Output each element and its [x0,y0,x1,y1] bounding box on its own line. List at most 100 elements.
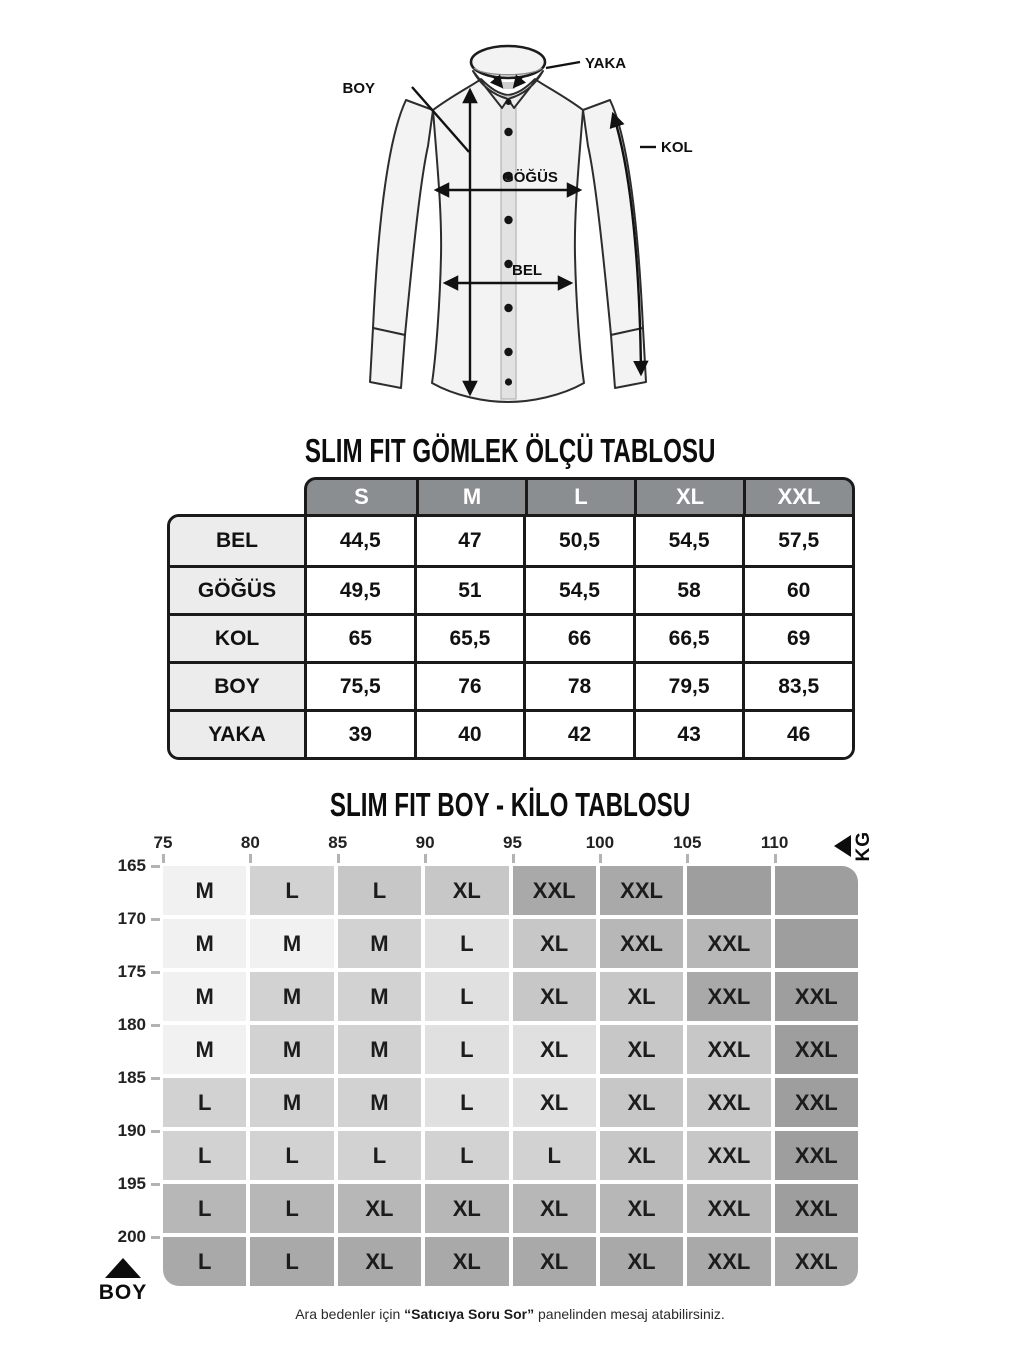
kg-tick-mark [424,854,428,863]
matrix-cell: L [425,1025,509,1074]
boy-tick-label: 190 [117,1121,146,1140]
matrix-cell: XXL [687,1237,771,1286]
table-cell: 39 [304,709,414,757]
matrix-cell: M [250,1078,334,1127]
matrix-cell: XL [599,1184,684,1233]
boy-tick-mark [151,1183,160,1186]
kg-arrow-left-icon [834,835,851,858]
size-table-title-text: SLIM FIT GÖMLEK ÖLÇÜ TABLOSU [304,431,716,470]
boy-tick-mark [151,1236,160,1239]
boy-tick-label: 170 [117,909,146,928]
label-gogus: GÖĞÜS [502,168,558,186]
kg-tick-mark [598,854,602,863]
boy-tick-mark [151,971,160,974]
matrix-cell: L [250,1131,334,1180]
matrix-cell: XXL [774,1078,858,1127]
matrix-cell: M [337,972,422,1021]
matrix-cell: L [337,1131,422,1180]
matrix-cell: M [337,919,422,968]
size-table: BEL 44,5 47 50,5 54,5 57,5 GÖĞÜS 49,5 51 54,5 58 60… [167,514,855,760]
table-cell: 57,5 [742,517,852,565]
matrix-cell: L [250,866,334,915]
boy-tick-mark [151,918,160,921]
matrix-cell: XXL [687,1184,771,1233]
matrix-cell: XXL [512,866,596,915]
table-cell: 65,5 [413,613,524,661]
boy-tick-label: 195 [117,1174,146,1193]
matrix-cell: XXL [774,1025,858,1074]
matrix-cell: M [250,972,334,1021]
matrix-cell: L [425,919,509,968]
boy-tick-label: 165 [117,856,146,875]
table-cell: 60 [742,565,852,613]
size-table-header: S M L XL XXL [304,477,855,514]
table-cell: 58 [632,565,743,613]
kg-tick-label: 85 [328,833,348,852]
table-cell: 50,5 [523,517,633,565]
matrix-cell: XL [337,1184,422,1233]
table-cell: 66,5 [632,613,743,661]
matrix-cell: L [163,1237,247,1286]
matrix-cell: L [163,1078,247,1127]
kg-tick-label: 100 [585,833,615,852]
boy-tick-mark [151,1130,160,1133]
kg-axis-marker: KG [834,831,875,862]
label-boy: BOY [342,80,375,97]
shirt-collar [469,44,547,109]
matrix-cell-empty [774,919,858,968]
kg-tick-label: 105 [673,833,702,852]
matrix-cell: XL [599,972,684,1021]
row-label-2: KOL [170,613,304,661]
matrix-cell: L [425,1078,509,1127]
matrix-cell: XL [512,1184,596,1233]
matrix-cell: L [250,1237,334,1286]
boy-tick-label: 185 [117,1068,146,1087]
size-matrix: M L L XL XXL XXL M M M L XL XXL XXL M M M L XL XL XXL XXL M M M… [163,866,858,1286]
table-cell: 75,5 [304,661,414,709]
matrix-cell: XXL [687,972,771,1021]
matrix-title: SLIM FIT BOY - KİLO TABLOSU [0,786,1020,824]
table-cell: 69 [742,613,852,661]
table-cell: 65 [304,613,414,661]
matrix-cell: L [425,972,509,1021]
boy-tick-label: 180 [117,1015,146,1034]
matrix-cell: XL [512,972,596,1021]
kg-tick-label: 80 [240,833,260,852]
matrix-cell: M [163,1025,247,1074]
matrix-cell: XL [512,1237,596,1286]
row-label-1: GÖĞÜS [170,565,304,613]
matrix-cell: XXL [774,972,858,1021]
table-cell: 66 [523,613,633,661]
matrix-cell-empty [687,866,771,915]
matrix-cell: XL [425,1237,509,1286]
matrix-cell: XXL [774,1237,858,1286]
boy-tick-mark [151,865,160,868]
size-col-header-l: L [525,480,634,514]
kg-tick-mark [686,854,690,863]
size-col-header-xxl: XXL [743,480,852,514]
kg-tick-mark [162,854,165,863]
kg-tick-mark [336,854,340,863]
matrix-cell: M [250,919,334,968]
matrix-cell: L [425,1131,509,1180]
boy-axis-label: BOY [98,1281,148,1304]
measurement-arrows [411,60,656,397]
boy-arrow-up-icon [105,1258,141,1278]
boy-tick-mark [151,1077,160,1080]
matrix-cell: XXL [687,1131,771,1180]
boy-axis-marker: BOY [94,1258,152,1305]
matrix-cell: M [337,1025,422,1074]
matrix-cell: XXL [687,1025,771,1074]
matrix-cell-empty [774,866,858,915]
matrix-cell: L [163,1184,247,1233]
size-col-header-xl: XL [634,480,743,514]
boy-tick-label: 200 [117,1227,146,1246]
table-cell: 54,5 [523,565,633,613]
matrix-cell: XL [512,1025,596,1074]
matrix-cell: L [250,1184,334,1233]
matrix-cell: XL [337,1237,422,1286]
size-col-header-s: S [354,484,369,509]
table-cell: 40 [413,709,524,757]
matrix-cell: XXL [687,1078,771,1127]
